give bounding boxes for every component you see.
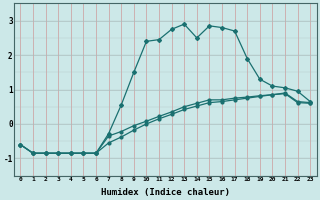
X-axis label: Humidex (Indice chaleur): Humidex (Indice chaleur) <box>101 188 230 197</box>
